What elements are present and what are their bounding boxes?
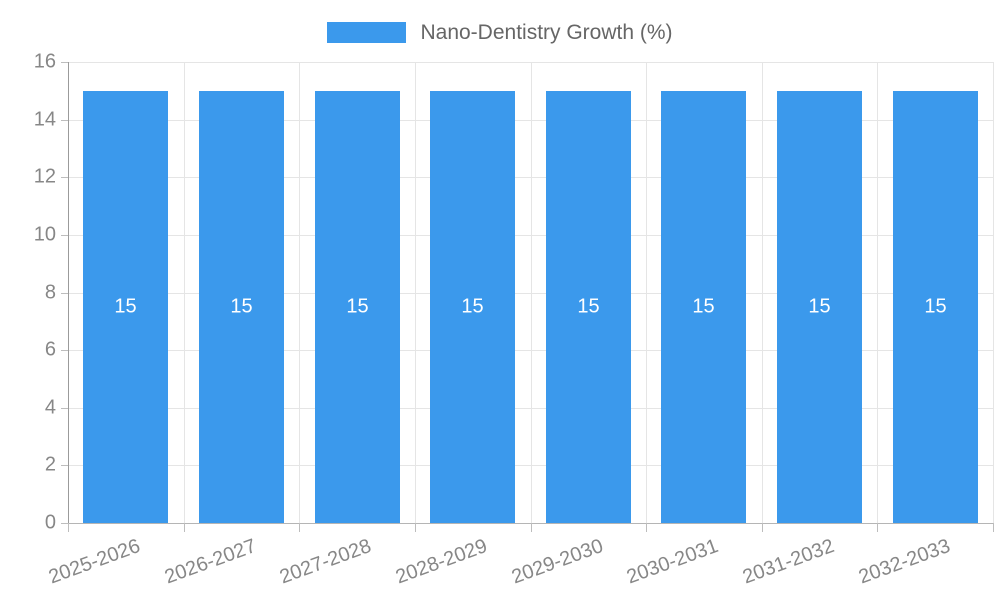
- y-tick-label: 14: [33, 108, 56, 131]
- x-tick-label: 2027-2028: [277, 535, 375, 589]
- x-tick-mark: [68, 523, 69, 532]
- chart-legend[interactable]: Nano-Dentistry Growth (%): [0, 17, 1000, 47]
- y-tick-label: 6: [44, 338, 56, 361]
- y-tick-mark: [61, 350, 68, 351]
- x-tick-label: 2031-2032: [739, 535, 838, 589]
- x-tick-mark: [993, 523, 994, 532]
- x-gridline: [646, 62, 647, 523]
- y-gridline: [68, 465, 993, 466]
- y-tick-label: 0: [44, 511, 56, 534]
- bar-value-label: 15: [692, 295, 715, 318]
- legend-swatch: [327, 21, 407, 43]
- y-tick-label: 10: [33, 223, 56, 246]
- y-gridline: [68, 408, 993, 409]
- bar-value-label: 15: [577, 295, 600, 318]
- x-gridline: [184, 62, 185, 523]
- bar[interactable]: 15: [83, 91, 168, 523]
- y-tick-mark: [61, 523, 68, 524]
- y-tick-mark: [61, 293, 68, 294]
- x-gridline: [68, 62, 69, 523]
- y-gridline: [68, 293, 993, 294]
- y-gridline: [68, 350, 993, 351]
- y-gridline: [68, 120, 993, 121]
- y-tick-mark: [61, 235, 68, 236]
- bar-value-label: 15: [808, 295, 831, 318]
- y-tick-mark: [61, 465, 68, 466]
- y-tick-mark: [61, 177, 68, 178]
- bar-value-label: 15: [114, 295, 137, 318]
- x-tick-label: 2025-2026: [45, 535, 144, 589]
- y-tick-label: 2: [44, 453, 56, 476]
- bar[interactable]: 15: [546, 91, 631, 523]
- y-tick-label: 16: [33, 50, 56, 73]
- x-tick-label: 2030-2031: [624, 535, 722, 589]
- legend-label: Nano-Dentistry Growth (%): [420, 20, 673, 44]
- bar-value-label: 15: [346, 295, 369, 318]
- bar[interactable]: 15: [777, 91, 862, 523]
- x-tick-mark: [762, 523, 763, 532]
- x-gridline: [762, 62, 763, 523]
- x-tick-label: 2032-2033: [855, 535, 953, 589]
- y-gridline: [68, 523, 993, 524]
- x-tick-label: 2029-2030: [508, 535, 606, 589]
- y-gridline: [68, 62, 993, 63]
- y-tick-label: 8: [44, 281, 56, 304]
- y-gridline: [68, 235, 993, 236]
- x-tick-label: 2026-2027: [161, 535, 259, 589]
- x-tick-mark: [299, 523, 300, 532]
- x-gridline: [877, 62, 878, 523]
- y-tick-mark: [61, 62, 68, 63]
- bar[interactable]: 15: [315, 91, 400, 523]
- bar-value-label: 15: [230, 295, 253, 318]
- x-tick-mark: [531, 523, 532, 532]
- x-tick-mark: [646, 523, 647, 532]
- x-tick-mark: [415, 523, 416, 532]
- y-tick-mark: [61, 408, 68, 409]
- y-tick-mark: [61, 120, 68, 121]
- bar-value-label: 15: [924, 295, 947, 318]
- x-gridline: [299, 62, 300, 523]
- x-gridline: [993, 62, 994, 523]
- bar[interactable]: 15: [893, 91, 978, 523]
- bar[interactable]: 15: [430, 91, 515, 523]
- bar-value-label: 15: [461, 295, 484, 318]
- bar[interactable]: 15: [199, 91, 284, 523]
- bar[interactable]: 15: [661, 91, 746, 523]
- x-gridline: [415, 62, 416, 523]
- y-tick-label: 12: [33, 165, 56, 188]
- y-gridline: [68, 177, 993, 178]
- x-tick-label: 2028-2029: [392, 535, 491, 589]
- x-tick-mark: [184, 523, 185, 532]
- x-gridline: [531, 62, 532, 523]
- x-tick-mark: [877, 523, 878, 532]
- y-tick-label: 4: [44, 396, 56, 419]
